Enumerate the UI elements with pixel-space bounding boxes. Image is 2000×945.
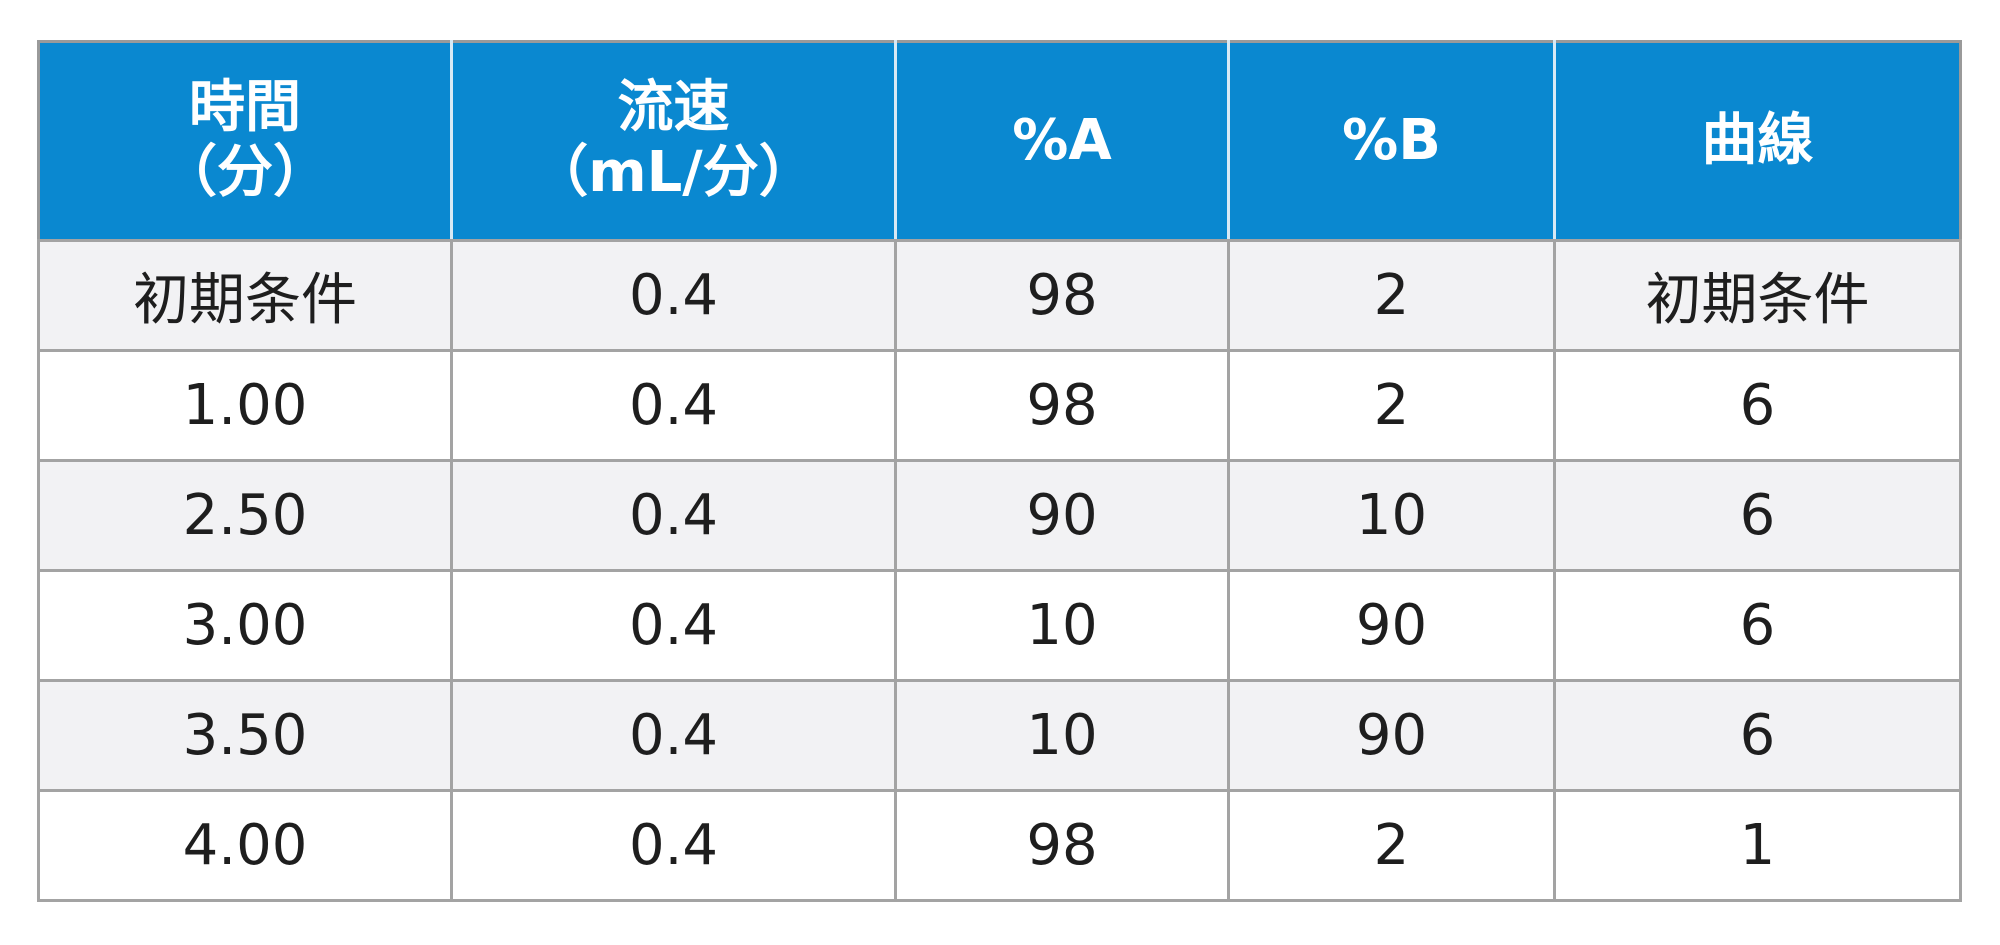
cell-flow-rate: 0.4: [450, 239, 897, 352]
table-header: 時間 （分） 流速 （mL/分） %A %B 曲線: [37, 40, 1962, 242]
cell-flow-rate: 0.4: [450, 349, 897, 462]
header-flow-rate-unit: （mL/分）: [532, 140, 815, 205]
header-percent-b: %B: [1227, 40, 1556, 242]
cell-flow-rate: 0.4: [450, 789, 897, 902]
table-row: 4.00 0.4 98 2 1: [37, 789, 1962, 902]
cell-flow-rate: 0.4: [450, 569, 897, 682]
cell-curve: 1: [1553, 789, 1962, 902]
table-row: 2.50 0.4 90 10 6: [37, 459, 1962, 572]
header-percent-b-label: %B: [1342, 107, 1441, 173]
header-time-label: 時間: [189, 75, 301, 141]
cell-percent-b: 2: [1227, 239, 1556, 352]
cell-flow-rate: 0.4: [450, 459, 897, 572]
cell-percent-b: 90: [1227, 679, 1556, 792]
table-row: 1.00 0.4 98 2 6: [37, 349, 1962, 462]
cell-time: 1.00: [37, 349, 453, 462]
cell-curve: 6: [1553, 679, 1962, 792]
cell-percent-a: 98: [894, 349, 1230, 462]
cell-percent-b: 2: [1227, 349, 1556, 462]
cell-time: 3.50: [37, 679, 453, 792]
cell-percent-b: 10: [1227, 459, 1556, 572]
cell-curve: 初期条件: [1553, 239, 1962, 352]
cell-curve: 6: [1553, 459, 1962, 572]
cell-percent-a: 10: [894, 679, 1230, 792]
header-time: 時間 （分）: [37, 40, 453, 242]
header-flow-rate-label: 流速: [617, 75, 730, 141]
cell-percent-a: 90: [894, 459, 1230, 572]
cell-time: 初期条件: [37, 239, 453, 352]
gradient-table: 時間 （分） 流速 （mL/分） %A %B 曲線 初期条件 0.4 98 2 …: [37, 40, 1962, 902]
header-curve: 曲線: [1553, 40, 1962, 242]
table-row: 初期条件 0.4 98 2 初期条件: [37, 239, 1962, 352]
header-row: 時間 （分） 流速 （mL/分） %A %B 曲線: [37, 40, 1962, 242]
cell-curve: 6: [1553, 569, 1962, 682]
header-curve-label: 曲線: [1701, 107, 1814, 173]
cell-flow-rate: 0.4: [450, 679, 897, 792]
cell-percent-b: 90: [1227, 569, 1556, 682]
cell-curve: 6: [1553, 349, 1962, 462]
cell-time: 3.00: [37, 569, 453, 682]
cell-percent-b: 2: [1227, 789, 1556, 902]
table-body: 初期条件 0.4 98 2 初期条件 1.00 0.4 98 2 6 2.50 …: [37, 239, 1962, 902]
cell-percent-a: 98: [894, 239, 1230, 352]
cell-percent-a: 98: [894, 789, 1230, 902]
cell-percent-a: 10: [894, 569, 1230, 682]
header-percent-a: %A: [894, 40, 1230, 242]
cell-time: 2.50: [37, 459, 453, 572]
table-row: 3.50 0.4 10 90 6: [37, 679, 1962, 792]
table-row: 3.00 0.4 10 90 6: [37, 569, 1962, 682]
header-flow-rate: 流速 （mL/分）: [450, 40, 897, 242]
header-time-unit: （分）: [161, 140, 329, 205]
cell-time: 4.00: [37, 789, 453, 902]
header-percent-a-label: %A: [1012, 107, 1112, 173]
